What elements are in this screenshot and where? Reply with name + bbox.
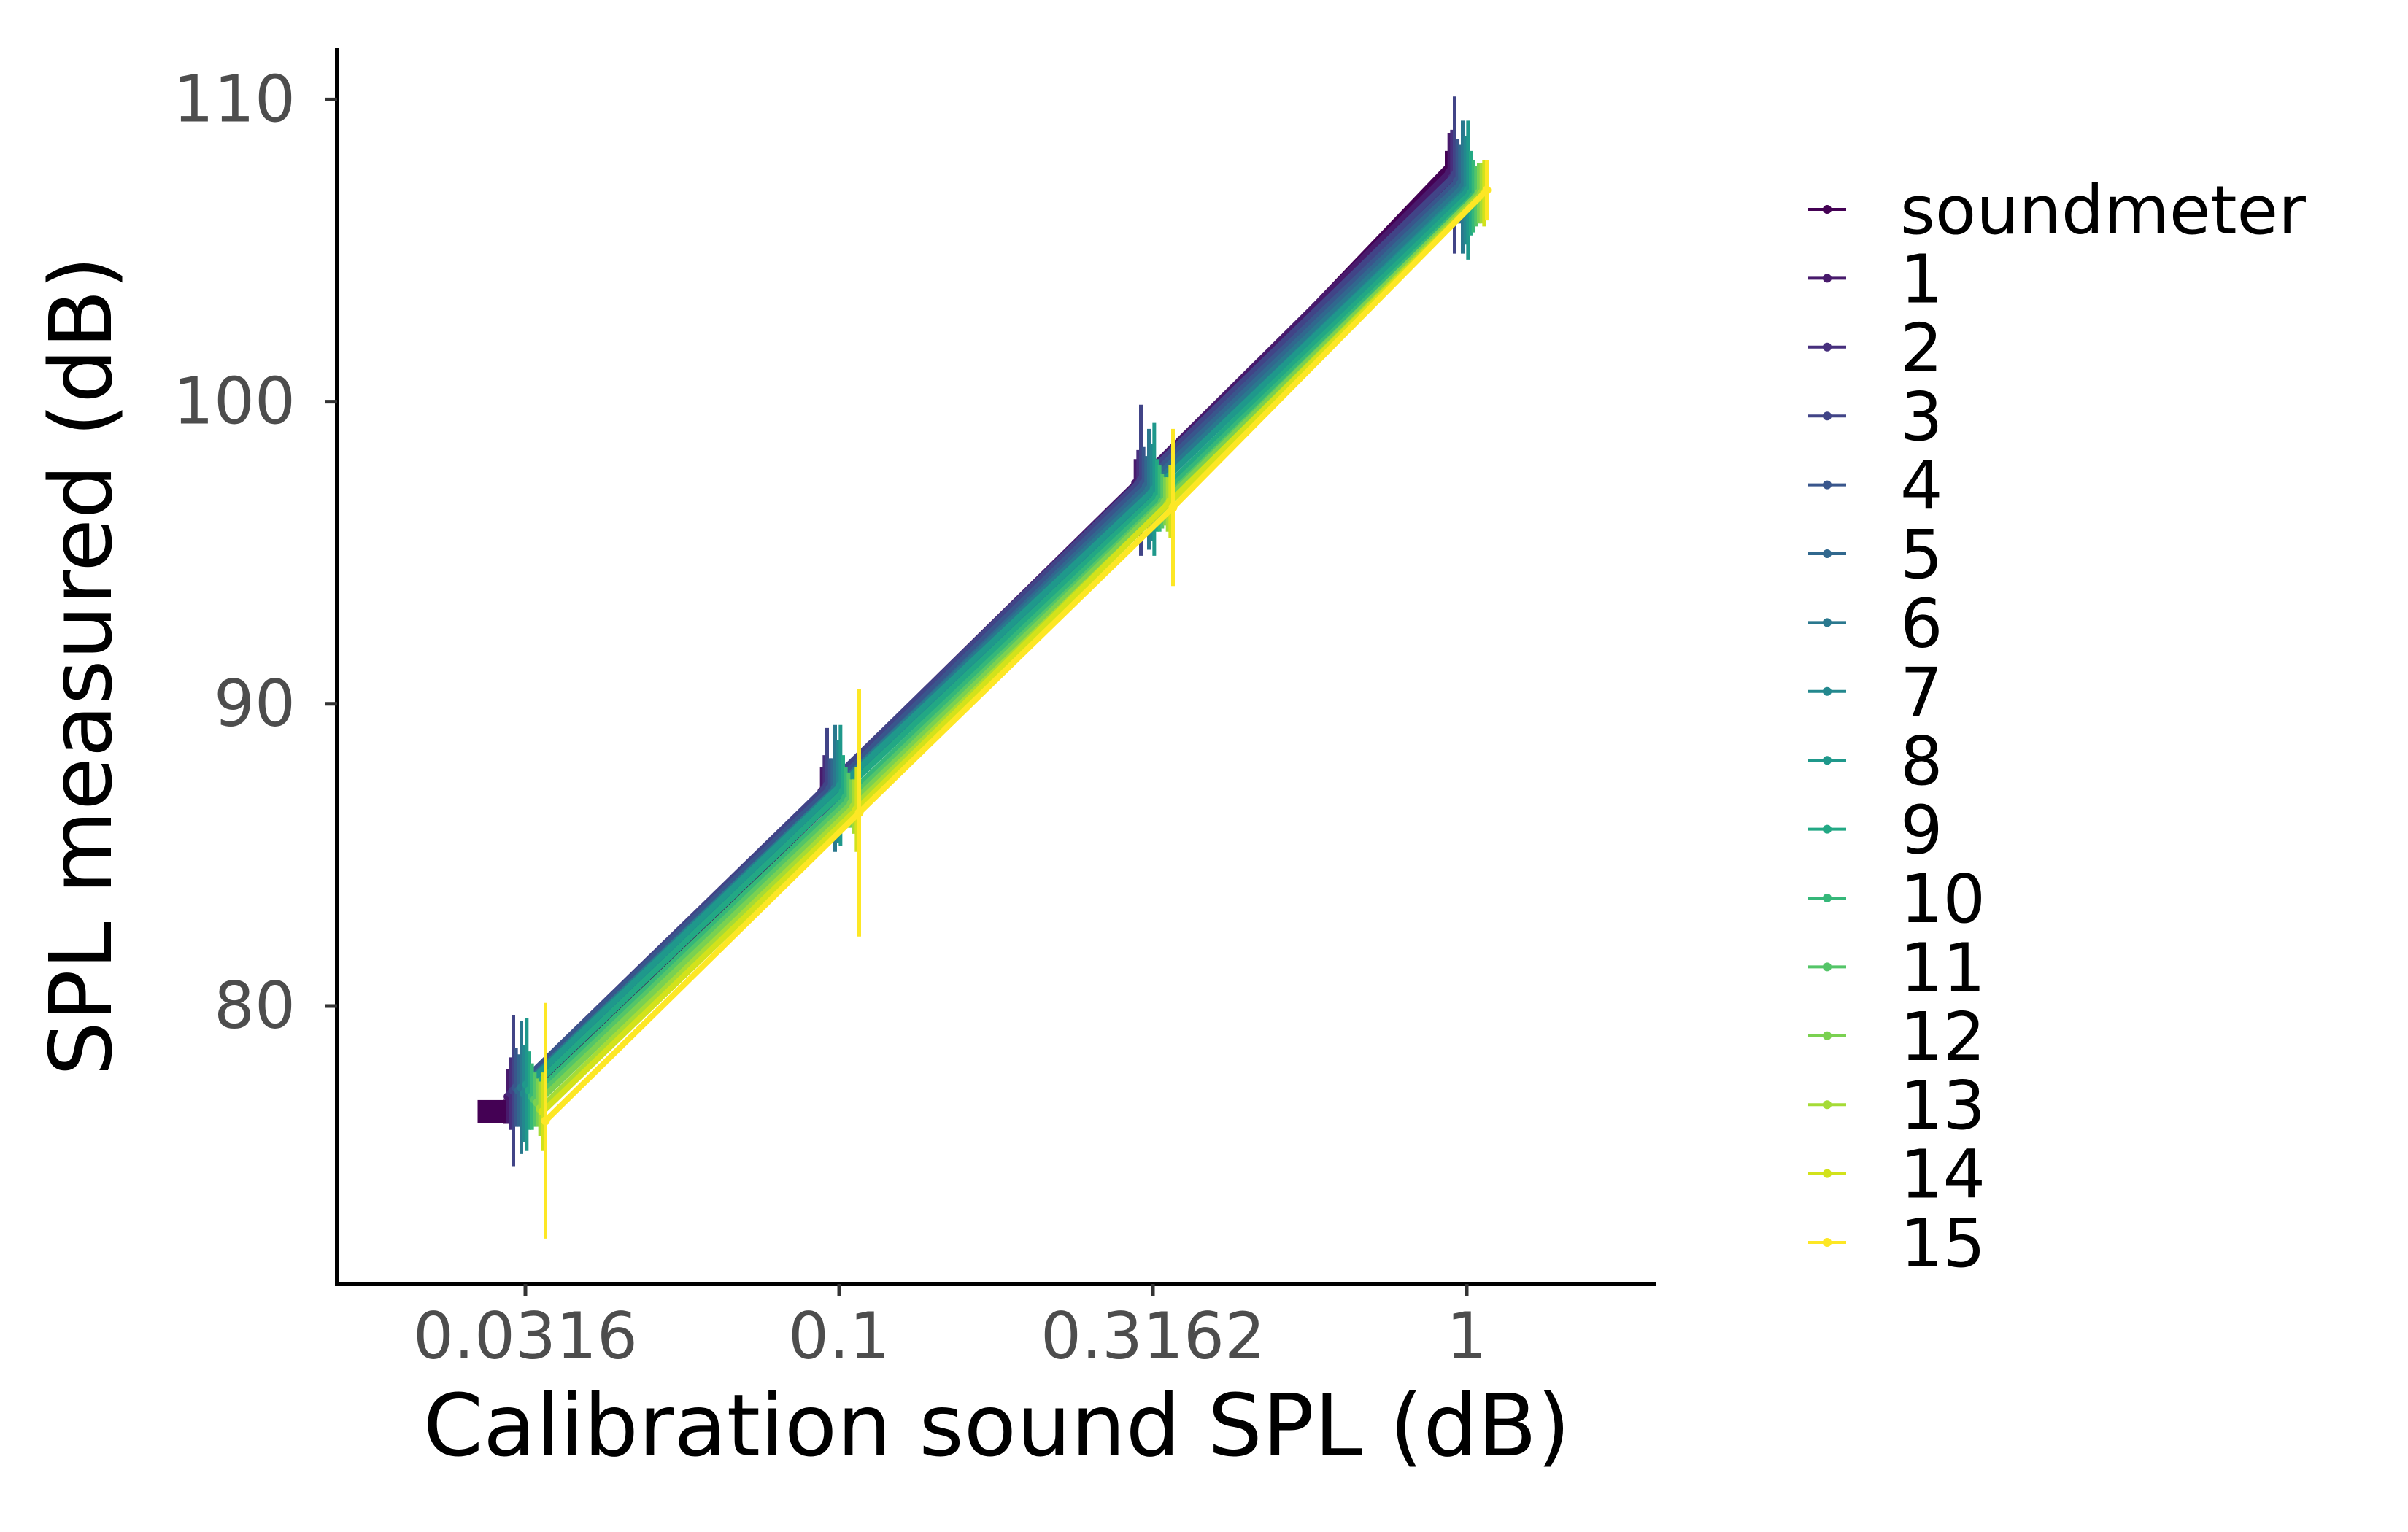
y-tick-label: 80 (214, 968, 296, 1043)
axes (335, 48, 1656, 1286)
legend-key-point (1823, 274, 1832, 283)
legend-key-point (1823, 894, 1832, 902)
legend-key-point (1823, 1238, 1832, 1247)
x-tick-label: 0.1 (788, 1299, 890, 1374)
data-point-15 (1168, 503, 1178, 512)
data-point-15 (854, 808, 864, 817)
y-axis-title: SPL measured (dB) (31, 256, 131, 1076)
x-tick-label: 1 (1446, 1299, 1487, 1374)
legend-key-point (1823, 205, 1832, 214)
series-line-12 (535, 190, 1481, 1105)
legend-label: 15 (1900, 1204, 1986, 1283)
y-tick-label: 90 (214, 666, 296, 741)
legend-key-point (1823, 618, 1832, 627)
y-tick-label: 110 (173, 61, 296, 136)
series-line-15 (543, 187, 1489, 1123)
legend-key-point (1823, 549, 1832, 558)
legend-key-point (1823, 411, 1832, 421)
legend-key-point (1823, 1031, 1832, 1040)
data-point-15 (1482, 185, 1492, 195)
series-line-14 (541, 190, 1486, 1114)
legend-label: 2 (1900, 309, 1943, 387)
legend-label: 12 (1900, 998, 1986, 1076)
legend-label: 4 (1900, 447, 1943, 525)
legend-label: 10 (1900, 860, 1986, 938)
legend-label: 8 (1900, 722, 1943, 800)
legend-key-point (1823, 756, 1832, 765)
series-line-9 (527, 190, 1473, 1093)
x-axis-title: Calibration sound SPL (dB) (423, 1375, 1570, 1476)
legend-label: 3 (1900, 378, 1943, 456)
series-line-10 (530, 194, 1475, 1099)
legend-key-point (1823, 824, 1832, 834)
legend-key-point (1823, 1169, 1832, 1178)
legend-label: 11 (1900, 929, 1986, 1007)
series-line-4 (514, 179, 1459, 1090)
legend-label: soundmeter (1900, 171, 2306, 249)
x-tick-label: 0.0316 (413, 1299, 638, 1374)
x-tick-label: 0.3162 (1041, 1299, 1265, 1374)
legend-label: 9 (1900, 792, 1943, 870)
data-point-15 (541, 1116, 550, 1126)
legend-label: 14 (1900, 1136, 1986, 1214)
plot-area (477, 96, 1492, 1239)
legend-label: 13 (1900, 1067, 1986, 1145)
legend-key-point (1823, 1100, 1832, 1110)
legend-key-point (1823, 480, 1832, 490)
legend-key-point (1823, 962, 1832, 972)
legend-label: 1 (1900, 240, 1943, 318)
legend-key-point (1823, 686, 1832, 696)
legend-label: 5 (1900, 516, 1943, 594)
legend-key-point (1823, 342, 1832, 352)
legend-label: 7 (1900, 654, 1943, 732)
ticks: 80 90 100 110 0.0316 0.1 0.3162 1 (173, 61, 1487, 1374)
series-line-8 (525, 187, 1470, 1087)
legend-label: 6 (1900, 584, 1943, 662)
y-tick-label: 100 (173, 364, 296, 439)
